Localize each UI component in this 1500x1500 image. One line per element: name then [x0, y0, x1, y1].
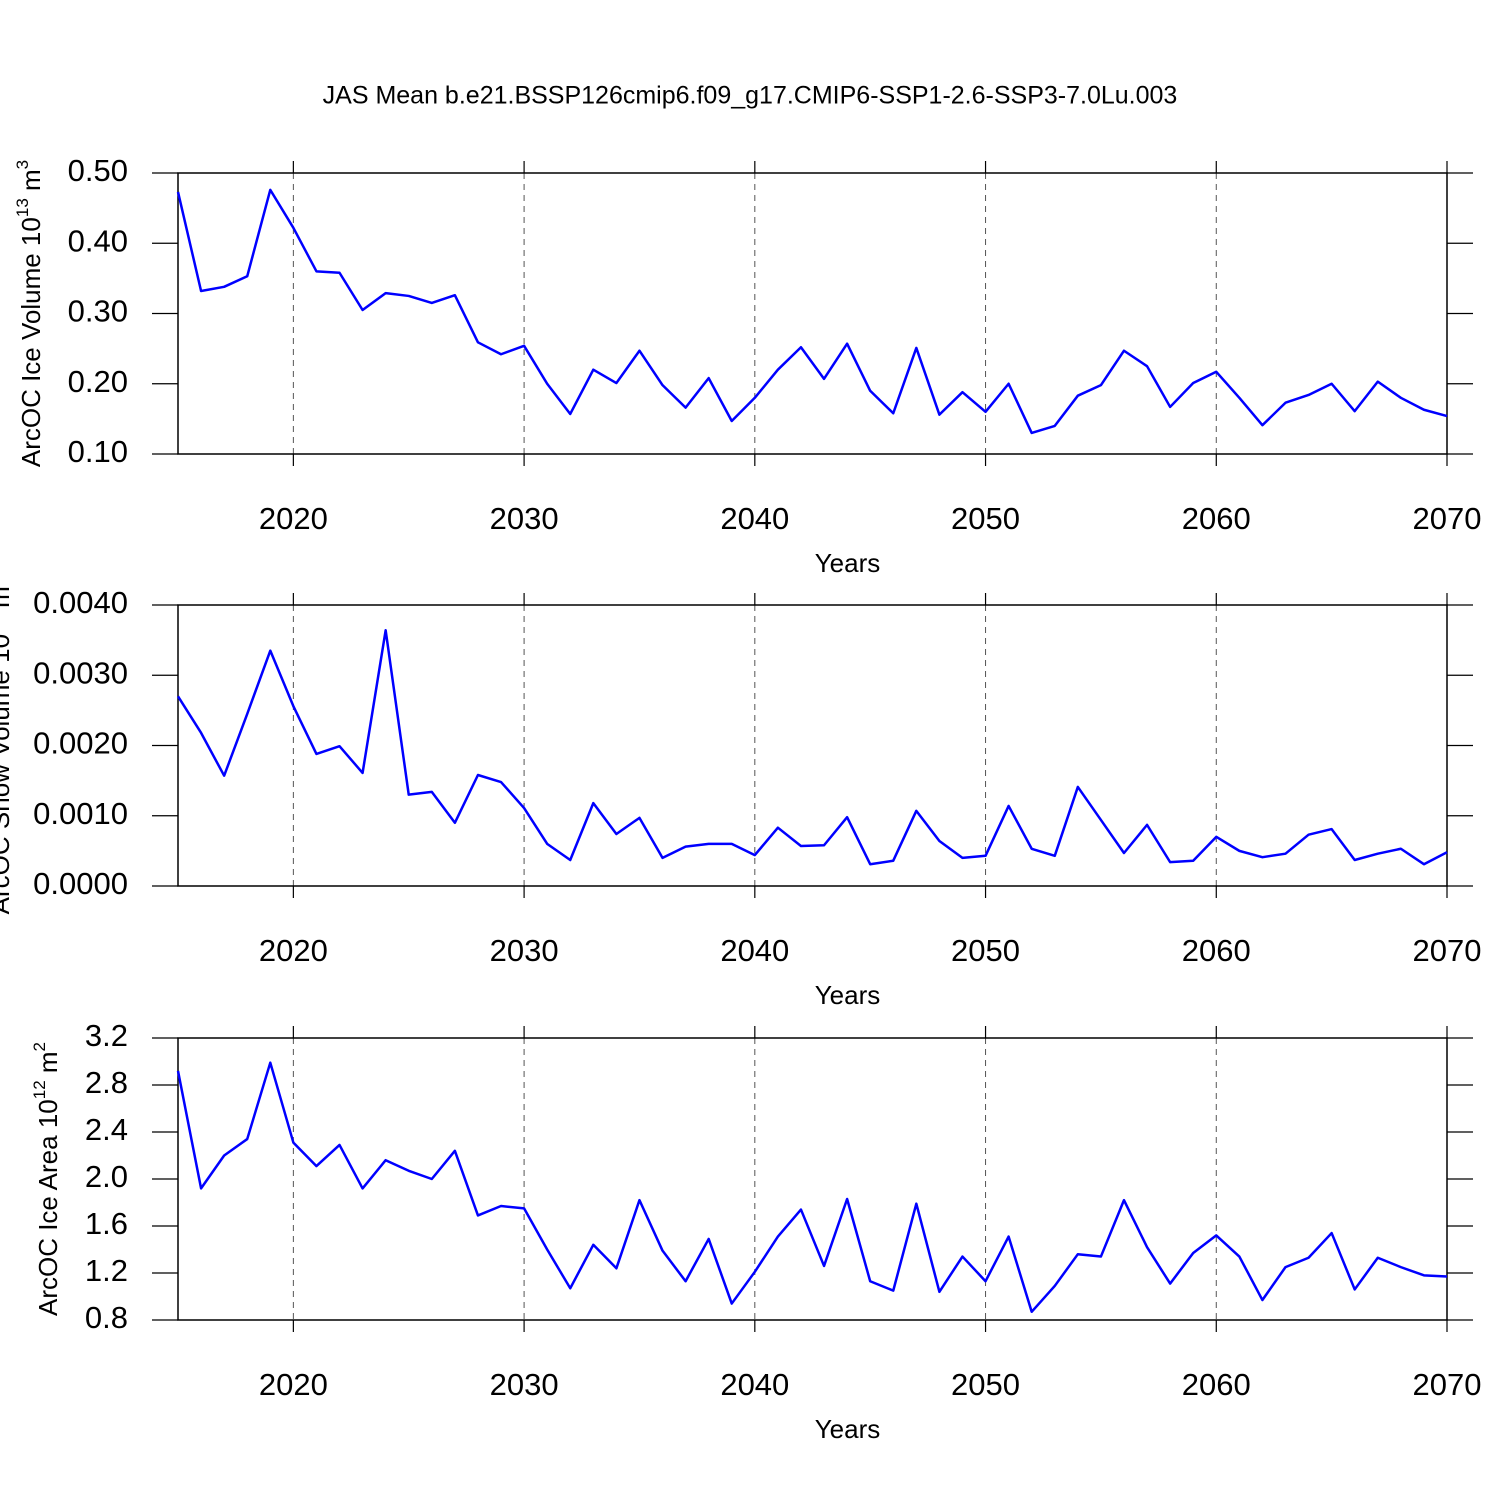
x-axis-title: Years — [815, 980, 881, 1010]
y-axis-title-part: 13 — [13, 198, 32, 217]
y-axis-title-part: ArcOC Ice Volume 10 — [16, 217, 46, 467]
y-tick-label: 1.6 — [85, 1206, 128, 1241]
y-axis-title-part: ArcOC Snow Volume 10 — [0, 634, 15, 914]
y-tick-label: 3.2 — [85, 1018, 128, 1053]
y-tick-label: 2.0 — [85, 1159, 128, 1194]
y-tick-label: 0.0010 — [33, 796, 128, 831]
y-tick-label: 0.30 — [68, 294, 128, 329]
y-axis-title: ArcOC Snow Volume 1013 m3 — [0, 577, 15, 915]
y-tick-label: 0.50 — [68, 153, 128, 188]
x-tick-label: 2060 — [1182, 501, 1251, 536]
x-tick-label: 2040 — [720, 1367, 789, 1402]
y-tick-label: 0.40 — [68, 223, 128, 258]
x-tick-label: 2070 — [1413, 501, 1482, 536]
x-tick-label: 2050 — [951, 1367, 1020, 1402]
x-tick-label: 2060 — [1182, 1367, 1251, 1402]
y-tick-label: 0.8 — [85, 1300, 128, 1335]
x-tick-label: 2030 — [490, 933, 559, 968]
x-tick-label: 2060 — [1182, 933, 1251, 968]
x-tick-label: 2050 — [951, 501, 1020, 536]
y-tick-label: 2.4 — [85, 1112, 128, 1147]
data-line — [176, 629, 1448, 866]
plot-frame — [177, 172, 1448, 455]
x-tick-label: 2030 — [490, 1367, 559, 1402]
y-axis-title-part: 12 — [30, 1080, 49, 1099]
y-axis-title-part: m — [16, 169, 46, 198]
y-axis-title-part: 13 — [0, 615, 1, 634]
x-tick-label: 2020 — [259, 933, 328, 968]
plot-frame — [177, 604, 1448, 887]
x-axis-title: Years — [815, 548, 881, 578]
plot-frame — [177, 1037, 1448, 1321]
x-tick-label: 2070 — [1413, 1367, 1482, 1402]
figure-title: JAS Mean b.e21.BSSP126cmip6.f09_g17.CMIP… — [323, 82, 1178, 110]
data-line — [176, 1061, 1448, 1314]
y-axis-title-part: 2 — [30, 1042, 49, 1051]
data-line — [176, 188, 1448, 435]
x-axis-title: Years — [815, 1414, 881, 1444]
y-axis-title: ArcOC Ice Volume 1013 m3 — [13, 160, 46, 467]
y-axis-title-part: ArcOC Ice Area 10 — [33, 1099, 63, 1316]
x-tick-label: 2040 — [720, 501, 789, 536]
y-axis-title-part: 3 — [0, 577, 1, 586]
x-tick-label: 2030 — [490, 501, 559, 536]
y-tick-label: 0.0020 — [33, 726, 128, 761]
x-tick-label: 2020 — [259, 1367, 328, 1402]
y-tick-label: 0.0000 — [33, 866, 128, 901]
y-tick-label: 1.2 — [85, 1253, 128, 1288]
x-tick-label: 2070 — [1413, 933, 1482, 968]
y-axis-title: ArcOC Ice Area 1012 m2 — [30, 1042, 63, 1316]
y-tick-label: 2.8 — [85, 1065, 128, 1100]
x-tick-label: 2040 — [720, 933, 789, 968]
x-tick-label: 2050 — [951, 933, 1020, 968]
y-axis-title-part: m — [0, 586, 15, 615]
y-tick-label: 0.10 — [68, 434, 128, 469]
y-tick-label: 0.0040 — [33, 585, 128, 620]
y-tick-label: 0.0030 — [33, 655, 128, 690]
y-axis-title-part: m — [33, 1051, 63, 1080]
y-tick-label: 0.20 — [68, 364, 128, 399]
y-axis-title-part: 3 — [13, 160, 32, 169]
x-tick-label: 2020 — [259, 501, 328, 536]
